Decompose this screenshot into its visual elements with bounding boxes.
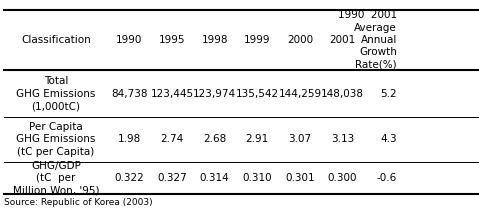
Text: 1.98: 1.98 <box>118 134 141 144</box>
Text: GHG/GDP
(tC  per
Million Won, '95): GHG/GDP (tC per Million Won, '95) <box>12 161 99 196</box>
Text: Source: Republic of Korea (2003): Source: Republic of Korea (2003) <box>4 198 152 207</box>
Text: 0.314: 0.314 <box>200 173 229 183</box>
Text: 5.2: 5.2 <box>380 89 397 99</box>
Text: -0.6: -0.6 <box>377 173 397 183</box>
Text: Classification: Classification <box>21 35 91 45</box>
Text: 2000: 2000 <box>287 35 313 45</box>
Text: Total
GHG Emissions
(1,000tC): Total GHG Emissions (1,000tC) <box>16 76 96 111</box>
Text: 3.07: 3.07 <box>288 134 311 144</box>
Text: 0.327: 0.327 <box>157 173 187 183</box>
Text: 3.13: 3.13 <box>331 134 354 144</box>
Text: 1999: 1999 <box>244 35 271 45</box>
Text: 135,542: 135,542 <box>236 89 279 99</box>
Text: 1998: 1998 <box>201 35 228 45</box>
Text: 84,738: 84,738 <box>111 89 148 99</box>
Text: Per Capita
GHG Emissions
(tC per Capita): Per Capita GHG Emissions (tC per Capita) <box>16 122 96 157</box>
Text: 2.68: 2.68 <box>203 134 226 144</box>
Text: 123,445: 123,445 <box>150 89 194 99</box>
Text: 0.310: 0.310 <box>242 173 272 183</box>
Text: 0.322: 0.322 <box>114 173 144 183</box>
Text: 123,974: 123,974 <box>193 89 236 99</box>
Text: 0.300: 0.300 <box>328 173 357 183</box>
Text: 148,038: 148,038 <box>321 89 364 99</box>
Text: 2001: 2001 <box>330 35 356 45</box>
Text: 1995: 1995 <box>159 35 185 45</box>
Text: 2.74: 2.74 <box>160 134 183 144</box>
Text: 0.301: 0.301 <box>285 173 315 183</box>
Text: 144,259: 144,259 <box>278 89 321 99</box>
Text: 4.3: 4.3 <box>380 134 397 144</box>
Text: 2.91: 2.91 <box>246 134 269 144</box>
Text: 1990  2001
Average
Annual
Growth
Rate(%): 1990 2001 Average Annual Growth Rate(%) <box>338 10 397 70</box>
Text: 1990: 1990 <box>116 35 143 45</box>
